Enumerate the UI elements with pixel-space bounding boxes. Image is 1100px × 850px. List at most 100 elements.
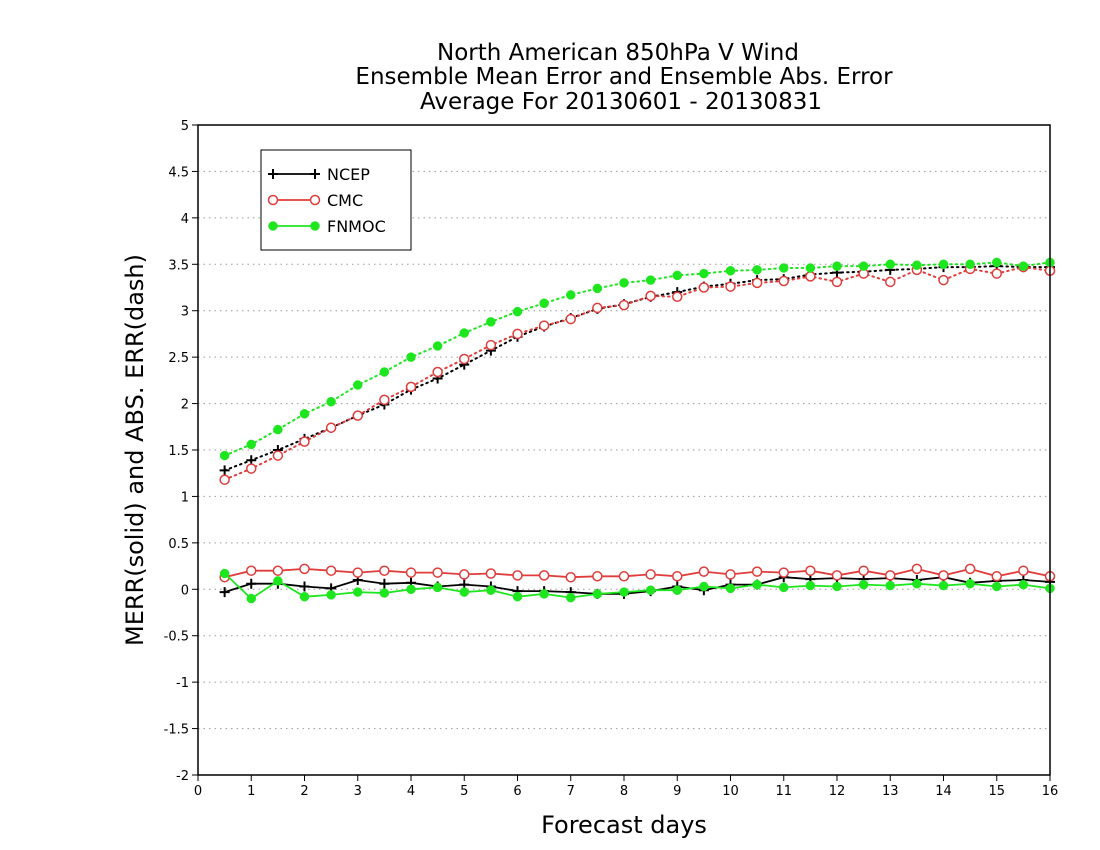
fnmoc-marker xyxy=(512,591,523,602)
fnmoc-legend-label: FNMOC xyxy=(327,217,386,236)
cmc-marker xyxy=(1018,565,1029,576)
cmc-series xyxy=(219,261,1056,583)
cmc-marker xyxy=(964,563,976,575)
y-tick-label: -1 xyxy=(176,676,189,691)
fnmoc-marker xyxy=(459,328,469,338)
fnmoc-marker xyxy=(246,439,256,450)
fnmoc-series xyxy=(219,257,1055,604)
x-tick-label: 2 xyxy=(300,784,308,799)
x-tick-label: 11 xyxy=(775,784,792,799)
cmc-marker xyxy=(885,276,896,288)
ncep-series xyxy=(219,261,1055,599)
cmc-marker xyxy=(698,282,710,293)
y-tick-label: 3.5 xyxy=(168,258,189,273)
fnmoc-merr-line xyxy=(223,572,1051,600)
fnmoc-marker xyxy=(512,306,523,317)
cmc-marker xyxy=(645,290,656,302)
fnmoc-marker xyxy=(645,585,656,595)
cmc-marker xyxy=(592,302,603,314)
fnmoc-marker xyxy=(725,583,736,594)
cmc-merr-line xyxy=(224,567,1051,579)
fnmoc-marker xyxy=(779,263,789,273)
fnmoc-marker xyxy=(219,450,230,461)
cmc-marker xyxy=(246,463,257,474)
cmc-marker xyxy=(805,565,816,576)
cmc-marker xyxy=(538,320,550,331)
cmc-marker xyxy=(538,570,550,581)
cmc-marker xyxy=(725,281,736,292)
y-tick-label: 5 xyxy=(181,119,189,134)
fnmoc-marker xyxy=(299,409,310,419)
fnmoc-marker xyxy=(273,424,283,435)
fnmoc-abs-err-line xyxy=(223,261,1051,457)
title-line-2: Ensemble Mean Error and Ensemble Abs. Er… xyxy=(355,64,893,90)
y-tick-label: 0 xyxy=(181,583,189,598)
x-tick-label: 12 xyxy=(829,784,846,799)
fnmoc-marker xyxy=(539,589,549,599)
cmc-marker xyxy=(299,436,310,447)
cmc-marker xyxy=(485,339,497,351)
fnmoc-marker xyxy=(459,587,469,597)
y-tick-label: 0.5 xyxy=(168,537,189,552)
cmc-marker xyxy=(267,194,279,206)
cmc-marker xyxy=(565,313,576,325)
y-tick-label: 3 xyxy=(181,305,189,320)
fnmoc-marker xyxy=(379,367,390,377)
x-tick-label: 0 xyxy=(194,784,202,799)
x-tick-label: 4 xyxy=(407,784,415,799)
y-tick-label: 1 xyxy=(181,490,189,505)
fnmoc-marker xyxy=(858,579,869,590)
fnmoc-marker xyxy=(699,581,709,592)
fnmoc-marker xyxy=(299,591,310,602)
cmc-legend-label: CMC xyxy=(327,191,363,210)
ncep-marker xyxy=(219,465,230,476)
cmc-marker xyxy=(512,328,523,340)
fnmoc-marker xyxy=(885,580,895,591)
cmc-marker xyxy=(565,571,576,583)
cmc-marker xyxy=(592,571,603,582)
cmc-marker xyxy=(618,571,630,582)
fnmoc-marker xyxy=(310,221,320,231)
fnmoc-marker xyxy=(805,263,816,273)
cmc-marker xyxy=(459,569,470,580)
cmc-marker xyxy=(246,565,257,576)
fnmoc-marker xyxy=(406,352,416,362)
x-tick-label: 9 xyxy=(673,784,681,799)
cmc-marker xyxy=(991,571,1002,582)
y-tick-label: 1.5 xyxy=(168,444,189,459)
grid-lines xyxy=(198,170,1050,730)
cmc-marker xyxy=(672,571,683,582)
fnmoc-marker xyxy=(619,278,629,288)
fnmoc-marker xyxy=(326,590,336,600)
x-tick-label: 6 xyxy=(513,784,521,799)
fnmoc-marker xyxy=(779,582,789,593)
fnmoc-marker xyxy=(219,568,230,579)
fnmoc-marker xyxy=(672,270,682,281)
fnmoc-marker xyxy=(486,317,496,327)
cmc-marker xyxy=(698,566,710,577)
y-tick-label: -2 xyxy=(176,769,189,784)
title-line-3: Average For 20130601 - 20130831 xyxy=(420,89,822,115)
ncep-marker xyxy=(219,587,230,598)
cmc-marker xyxy=(352,410,363,421)
ncep-marker xyxy=(310,169,320,179)
fnmoc-marker xyxy=(992,581,1002,592)
y-tick-label: 2 xyxy=(181,398,189,413)
ncep-marker xyxy=(299,581,310,592)
fnmoc-marker xyxy=(858,261,869,271)
cmc-marker xyxy=(831,276,843,288)
chart-title: North American 850hPa V Wind Ensemble Me… xyxy=(355,40,893,115)
cmc-marker xyxy=(831,570,843,581)
fnmoc-marker xyxy=(752,265,762,275)
x-tick-label: 1 xyxy=(247,784,255,799)
x-tick-label: 13 xyxy=(882,784,899,799)
fnmoc-marker xyxy=(699,268,709,279)
cmc-marker xyxy=(672,291,683,303)
fnmoc-marker xyxy=(992,257,1002,268)
cmc-marker xyxy=(325,422,337,433)
cmc-marker xyxy=(725,569,736,580)
fnmoc-marker xyxy=(912,260,922,270)
cmc-marker xyxy=(938,274,949,286)
fnmoc-marker xyxy=(885,259,895,270)
